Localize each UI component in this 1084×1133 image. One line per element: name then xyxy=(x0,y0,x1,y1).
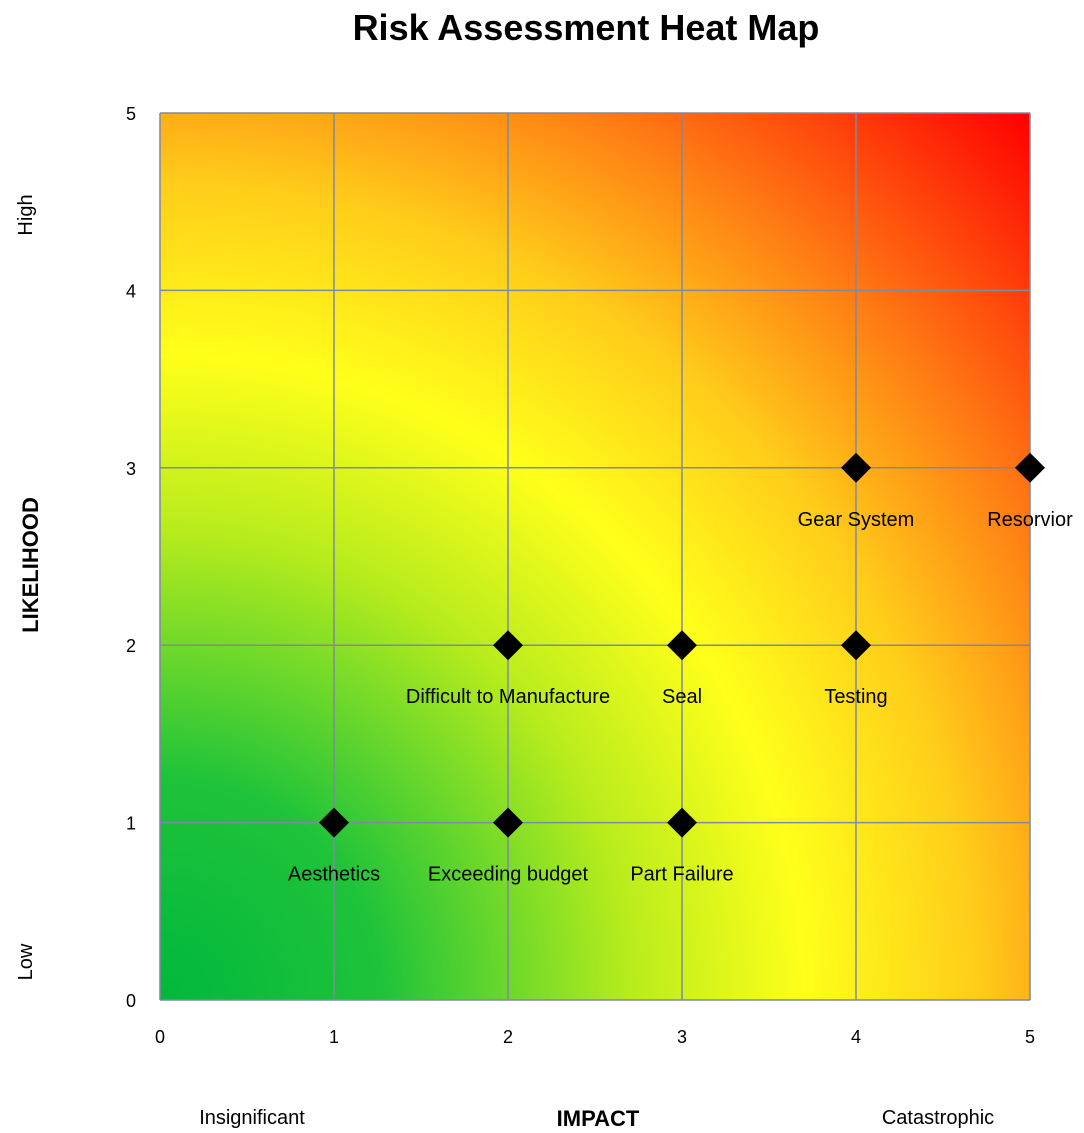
data-points xyxy=(319,452,1045,838)
x-tick-label: 0 xyxy=(155,1027,165,1047)
x-tick-label: 2 xyxy=(503,1027,513,1047)
y-tick-label: 2 xyxy=(126,636,136,656)
data-point-label: Part Failure xyxy=(630,864,733,886)
axis-ticks: 0 1 2 3 4 5 0 1 2 3 4 5 xyxy=(126,104,1035,1047)
data-point-label: Seal xyxy=(662,686,702,708)
data-point-label: Exceeding budget xyxy=(428,864,589,886)
x-tick-label: 5 xyxy=(1025,1027,1035,1047)
chart-title: Risk Assessment Heat Map xyxy=(353,7,820,48)
grid-lines xyxy=(159,112,1031,1001)
data-point-label: Aesthetics xyxy=(288,864,380,886)
y-tick-label: 5 xyxy=(126,104,136,124)
y-axis-low-label: Low xyxy=(15,943,37,980)
y-tick-label: 0 xyxy=(126,991,136,1011)
data-point-marker xyxy=(841,452,871,483)
y-tick-label: 1 xyxy=(126,814,136,834)
data-point-marker xyxy=(667,807,697,838)
x-axis-low-label: Insignificant xyxy=(199,1107,305,1129)
x-axis-high-label: Catastrophic xyxy=(882,1107,994,1129)
heat-gradient-area xyxy=(160,113,1030,1000)
data-point-label: Gear System xyxy=(798,509,915,531)
x-tick-label: 4 xyxy=(851,1027,861,1047)
data-point-marker xyxy=(667,630,697,661)
x-axis-title: IMPACT xyxy=(557,1106,640,1131)
data-point-marker xyxy=(319,807,349,838)
data-point-marker xyxy=(493,807,523,838)
data-point-marker xyxy=(841,630,871,661)
x-tick-label: 3 xyxy=(677,1027,687,1047)
point-labels: Aesthetics Exceeding budget Part Failure Di… xyxy=(288,509,1073,886)
y-tick-label: 3 xyxy=(126,459,136,479)
y-axis-high-label: High xyxy=(15,194,37,235)
data-point-label: Testing xyxy=(824,686,887,708)
data-point-label: Difficult to Manufacture xyxy=(406,686,610,708)
y-tick-label: 4 xyxy=(126,281,136,301)
data-point-marker xyxy=(1015,452,1045,483)
y-axis-title: LIKELIHOOD xyxy=(18,497,43,633)
data-point-marker xyxy=(493,630,523,661)
data-point-label: Resorvior xyxy=(987,509,1073,531)
x-tick-label: 1 xyxy=(329,1027,339,1047)
